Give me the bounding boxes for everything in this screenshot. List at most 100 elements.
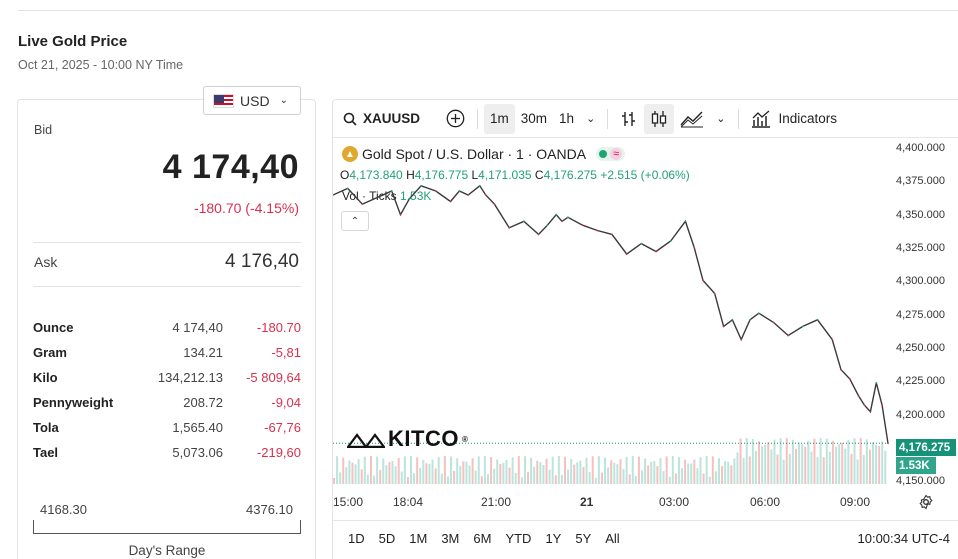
price-point: [625, 253, 628, 255]
price-point: [478, 184, 481, 187]
bar-chart-type-button[interactable]: [614, 104, 644, 134]
market-status[interactable]: ≈: [596, 147, 626, 161]
range-1m-button[interactable]: 1M: [409, 531, 428, 546]
bid-label: Bid: [34, 123, 53, 137]
volume-bar: [564, 456, 566, 484]
chart-type-dropdown[interactable]: ⌄: [710, 104, 731, 134]
unit-change: -9,04: [271, 395, 301, 410]
range-label: Day's Range: [128, 543, 206, 558]
volume-bar: [884, 450, 887, 484]
volume-bar: [462, 461, 465, 484]
chevron-down-icon: ⌄: [716, 113, 726, 125]
price-chart[interactable]: [333, 139, 893, 493]
volume-bar: [847, 439, 850, 484]
indicators-button[interactable]: Indicators: [745, 104, 844, 134]
volume-bar: [333, 478, 335, 484]
interval-dropdown[interactable]: ⌄: [580, 104, 601, 134]
settings-gear-icon[interactable]: [918, 494, 934, 510]
volume-bar: [545, 458, 548, 484]
price-point: [537, 233, 540, 236]
price-point: [816, 318, 819, 321]
collapse-legend-button[interactable]: ⌃: [341, 211, 369, 231]
volume-bar: [403, 456, 406, 484]
volume-bar: [795, 448, 797, 484]
chevron-up-icon: ⌃: [350, 215, 360, 227]
open-value: 4,173.840: [349, 168, 403, 182]
volume-bar: [431, 459, 434, 484]
unit-name: Tola: [33, 420, 59, 435]
compare-button[interactable]: [440, 104, 471, 134]
unit-row-kilo: Kilo 134,212.13 -5 809,64: [33, 365, 301, 390]
area-chart-type-button[interactable]: [674, 104, 710, 134]
volume-bar: [354, 464, 357, 484]
chart-toolbar: XAUUSD 1m 30m 1h ⌄ ⌄ Indicators: [333, 100, 958, 138]
volume-bar: [388, 461, 391, 484]
volume-bar: [471, 458, 474, 484]
volume-bar: [542, 464, 545, 484]
price-point: [684, 220, 687, 223]
volume-bar: [434, 468, 437, 484]
range-1y-button[interactable]: 1Y: [545, 531, 562, 546]
volume-bar: [425, 463, 428, 484]
volume-bar: [483, 456, 486, 484]
bid-price: 4 174,40: [162, 148, 299, 186]
volume-bar: [641, 470, 643, 484]
volume-bar: [764, 444, 767, 484]
y-tick: 4,325.000: [896, 242, 945, 254]
volume-bar: [406, 477, 409, 484]
bid-change: -180.70 (-4.15%): [193, 200, 299, 216]
price-point: [484, 194, 487, 196]
volume-bar: [591, 456, 594, 484]
volume-bar: [730, 465, 733, 484]
volume-bar: [810, 451, 813, 484]
volume-bar: [437, 457, 440, 484]
volume-bar: [428, 463, 431, 484]
price-point: [561, 220, 563, 223]
symbol-search[interactable]: XAUUSD: [337, 104, 426, 134]
interval-30m[interactable]: 30m: [520, 111, 548, 126]
volume-bar: [702, 473, 705, 484]
volume-bar: [369, 456, 372, 484]
interval-1m[interactable]: 1m: [484, 103, 515, 134]
range-5d-button[interactable]: 5D: [378, 531, 396, 546]
volume-bar: [450, 456, 453, 484]
volume-bar: [342, 457, 345, 484]
range-3m-button[interactable]: 3M: [441, 531, 460, 546]
range-6m-button[interactable]: 6M: [473, 531, 492, 546]
range-5y-button[interactable]: 5Y: [575, 531, 592, 546]
volume-bar: [801, 444, 804, 484]
volume-bar: [382, 458, 385, 484]
us-flag-icon: [213, 93, 234, 108]
range-all-button[interactable]: All: [605, 531, 620, 546]
volume-bar: [536, 460, 539, 484]
volume-bar: [468, 465, 471, 484]
volume-bar: [714, 471, 717, 484]
volume-bar: [773, 439, 776, 484]
chart-timestamp: 10:00:34 UTC-4: [857, 531, 951, 546]
volume-bar: [779, 438, 782, 484]
currency-selector[interactable]: USD ⌄: [203, 86, 301, 115]
price-point: [655, 250, 657, 253]
interval-1h[interactable]: 1h: [559, 111, 575, 126]
candles-chart-type-button[interactable]: [644, 103, 675, 134]
volume-bar: [687, 463, 690, 484]
volume-bar: [822, 457, 825, 484]
unit-change: -5 809,64: [246, 370, 301, 385]
symbol-label: XAUUSD: [363, 111, 421, 126]
volume-bar: [696, 468, 699, 484]
range-1d-button[interactable]: 1D: [348, 531, 365, 546]
price-point: [493, 203, 496, 206]
range-ytd-button[interactable]: YTD: [505, 531, 532, 546]
volume-bar: [875, 445, 878, 484]
volume-bar: [508, 467, 511, 484]
volume-bar: [748, 456, 751, 484]
volume-bar: [841, 442, 844, 484]
price-point: [596, 229, 599, 232]
volume-bar: [557, 456, 560, 484]
volume-bar: [835, 446, 838, 484]
plus-circle-icon: [446, 109, 465, 128]
unit-row-tola: Tola 1,565.40 -67,76: [33, 415, 301, 440]
price-point: [887, 442, 889, 445]
range-high: 4376.10: [246, 502, 293, 517]
volume-bar: [844, 448, 847, 484]
